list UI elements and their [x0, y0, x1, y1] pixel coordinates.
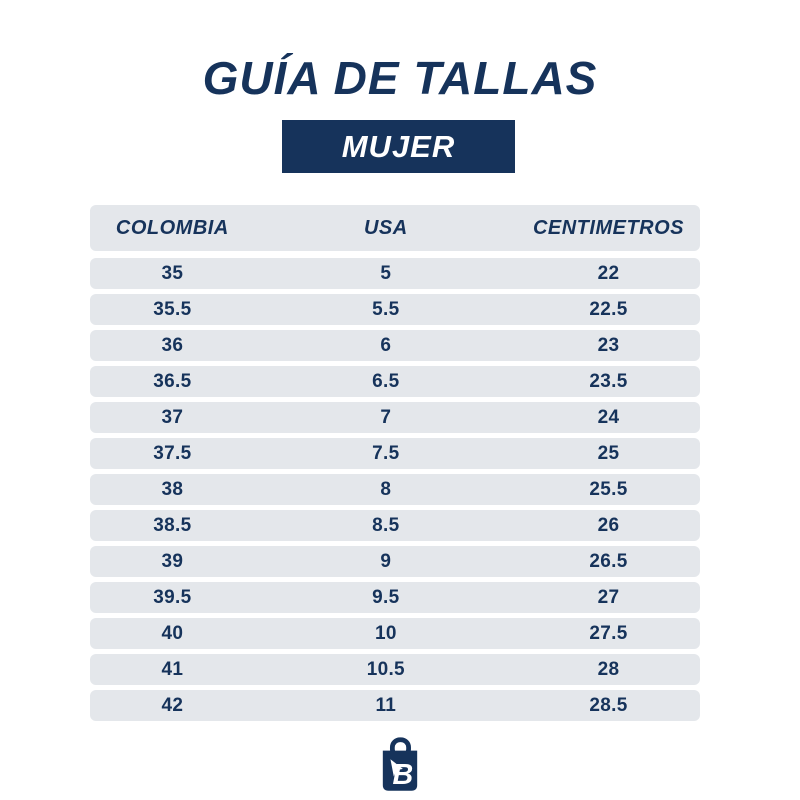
- cell-centimetros: 28.5: [589, 694, 628, 716]
- table-row: 39 9 26.5: [90, 546, 700, 577]
- table-row: 36.5 6.5 23.5: [90, 366, 700, 397]
- cell-centimetros: 27: [597, 586, 620, 608]
- cell-colombia: 39: [161, 550, 184, 572]
- table-row: 40 10 27.5: [90, 618, 700, 649]
- table-header-row: COLOMBIA USA CENTIMETROS: [90, 205, 700, 251]
- cell-centimetros: 24: [597, 406, 620, 428]
- cell-colombia: 35.5: [153, 298, 192, 320]
- cell-usa: 5.5: [372, 298, 400, 320]
- cell-centimetros: 22: [597, 262, 620, 284]
- cell-usa: 6.5: [372, 370, 400, 392]
- cell-usa: 11: [375, 694, 397, 716]
- gender-badge-label: MUJER: [341, 128, 456, 164]
- column-header-usa: USA: [363, 216, 408, 239]
- cell-centimetros: 26.5: [589, 550, 628, 572]
- cell-usa: 10: [374, 622, 397, 644]
- cell-colombia: 39.5: [153, 586, 192, 608]
- cell-centimetros: 26: [597, 514, 620, 536]
- size-table: COLOMBIA USA CENTIMETROS 35 5 22 35.5 5.5 22.…: [90, 205, 700, 726]
- cell-usa: 8.5: [372, 514, 400, 536]
- shopping-bag-icon: B: [382, 737, 418, 791]
- cell-colombia: 38: [161, 478, 184, 500]
- cell-usa: 7: [380, 406, 392, 428]
- cell-centimetros: 27.5: [589, 622, 628, 644]
- cell-colombia: 41: [161, 658, 184, 680]
- cell-usa: 6: [380, 334, 392, 356]
- cell-centimetros: 25: [597, 442, 620, 464]
- cell-colombia: 38.5: [153, 514, 192, 536]
- cell-usa: 8: [380, 478, 392, 500]
- table-row: 41 10.5 28: [90, 654, 700, 685]
- table-row: 42 11 28.5: [90, 690, 700, 721]
- brand-logo: B: [379, 737, 421, 793]
- cell-usa: 7.5: [372, 442, 400, 464]
- page-title: GUÍA DE TALLAS: [202, 52, 598, 104]
- cell-colombia: 36: [161, 334, 184, 356]
- table-row: 37.5 7.5 25: [90, 438, 700, 469]
- cell-centimetros: 23.5: [589, 370, 628, 392]
- column-header-centimetros: CENTIMETROS: [532, 216, 685, 239]
- column-header-colombia: COLOMBIA: [115, 216, 229, 239]
- gender-badge: MUJER: [282, 120, 515, 173]
- cell-centimetros: 28: [597, 658, 620, 680]
- cell-centimetros: 22.5: [589, 298, 628, 320]
- cell-usa: 9: [380, 550, 392, 572]
- cell-colombia: 37: [161, 406, 184, 428]
- cell-colombia: 37.5: [153, 442, 192, 464]
- cell-colombia: 35: [161, 262, 184, 284]
- cell-centimetros: 25.5: [589, 478, 628, 500]
- cell-usa: 5: [380, 262, 392, 284]
- cell-colombia: 40: [161, 622, 184, 644]
- table-row: 35 5 22: [90, 258, 700, 289]
- table-row: 38.5 8.5 26: [90, 510, 700, 541]
- cell-colombia: 42: [161, 694, 184, 716]
- table-row: 38 8 25.5: [90, 474, 700, 505]
- table-body: 35 5 22 35.5 5.5 22.5 36 6 23 36.5 6.5 23.5 37 7 24 37.…: [90, 258, 700, 721]
- table-row: 35.5 5.5 22.5: [90, 294, 700, 325]
- table-row: 36 6 23: [90, 330, 700, 361]
- cell-colombia: 36.5: [153, 370, 192, 392]
- cell-usa: 9.5: [372, 586, 400, 608]
- table-row: 39.5 9.5 27: [90, 582, 700, 613]
- cell-centimetros: 23: [597, 334, 620, 356]
- table-row: 37 7 24: [90, 402, 700, 433]
- cell-usa: 10.5: [366, 658, 405, 680]
